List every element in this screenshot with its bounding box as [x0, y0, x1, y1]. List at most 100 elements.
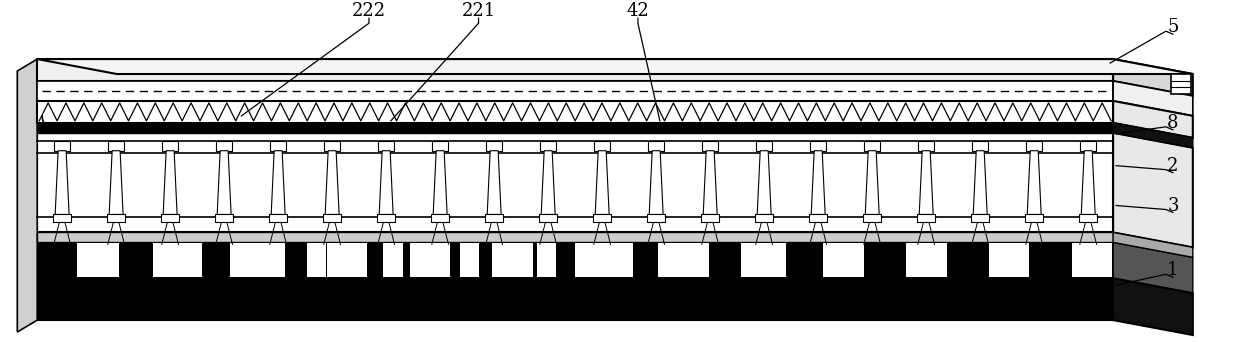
Bar — [383, 244, 403, 277]
Bar — [906, 244, 946, 277]
Bar — [593, 214, 611, 222]
Bar — [37, 278, 1114, 320]
Polygon shape — [758, 151, 771, 214]
Bar — [108, 141, 124, 151]
Bar — [919, 141, 934, 151]
Bar — [492, 244, 533, 277]
Polygon shape — [433, 151, 448, 214]
Polygon shape — [379, 151, 393, 214]
Bar — [701, 214, 719, 222]
Bar — [649, 141, 665, 151]
Bar — [409, 244, 450, 277]
Bar — [162, 141, 179, 151]
Bar — [1025, 214, 1043, 222]
Bar — [37, 133, 1114, 233]
Bar — [229, 244, 249, 277]
Bar — [1027, 141, 1042, 151]
Polygon shape — [1114, 133, 1193, 247]
Bar — [37, 242, 1114, 278]
Bar — [920, 244, 940, 277]
Bar — [810, 214, 827, 222]
Bar — [997, 244, 1017, 277]
Polygon shape — [272, 151, 285, 214]
Polygon shape — [1114, 101, 1193, 138]
Bar — [658, 244, 698, 277]
Bar — [843, 244, 863, 277]
Bar — [77, 244, 95, 277]
Text: 8: 8 — [1167, 114, 1179, 132]
Bar — [863, 214, 882, 222]
Polygon shape — [973, 151, 987, 214]
Bar — [972, 141, 988, 151]
Bar — [107, 214, 125, 222]
Polygon shape — [487, 151, 501, 214]
Bar — [539, 214, 557, 222]
Polygon shape — [650, 151, 663, 214]
Bar — [756, 141, 773, 151]
Bar — [485, 214, 503, 222]
Text: 1: 1 — [1167, 261, 1179, 279]
Bar — [161, 214, 179, 222]
Bar — [1079, 214, 1097, 222]
Polygon shape — [17, 59, 37, 332]
Bar — [541, 141, 556, 151]
Bar — [37, 59, 1114, 81]
Polygon shape — [1114, 59, 1193, 96]
Polygon shape — [37, 59, 1193, 74]
Bar — [55, 141, 71, 151]
Bar — [161, 244, 202, 277]
Bar — [918, 214, 935, 222]
Bar — [377, 214, 396, 222]
Bar — [766, 244, 786, 277]
Polygon shape — [1114, 242, 1193, 293]
Bar — [216, 214, 233, 222]
Polygon shape — [55, 151, 69, 214]
Bar — [486, 141, 502, 151]
Bar — [614, 244, 632, 277]
Bar — [433, 141, 448, 151]
Bar — [378, 141, 394, 151]
Polygon shape — [703, 151, 717, 214]
Text: 42: 42 — [626, 2, 650, 20]
Text: 221: 221 — [461, 2, 496, 20]
Polygon shape — [1114, 278, 1193, 335]
Bar — [324, 141, 340, 151]
Bar — [37, 233, 1114, 242]
Bar — [154, 244, 172, 277]
Text: 2: 2 — [1167, 157, 1178, 175]
Bar — [306, 244, 326, 277]
Polygon shape — [541, 151, 556, 214]
Polygon shape — [1114, 123, 1193, 148]
Bar — [1080, 141, 1096, 151]
Bar — [537, 244, 556, 277]
Bar — [971, 214, 990, 222]
Bar — [594, 141, 610, 151]
Bar — [270, 141, 286, 151]
Polygon shape — [919, 151, 934, 214]
Bar — [216, 141, 232, 151]
Text: 222: 222 — [352, 2, 386, 20]
Bar — [460, 244, 480, 277]
Polygon shape — [811, 151, 825, 214]
Bar — [37, 81, 1114, 101]
Bar — [1071, 244, 1112, 277]
Bar — [1074, 244, 1092, 277]
Bar — [432, 214, 449, 222]
Bar — [269, 214, 288, 222]
Polygon shape — [164, 151, 177, 214]
Polygon shape — [1081, 151, 1095, 214]
Bar — [244, 244, 284, 277]
Polygon shape — [109, 151, 123, 214]
Text: 5: 5 — [1167, 18, 1178, 36]
Bar — [37, 101, 1114, 123]
Polygon shape — [1027, 151, 1042, 214]
Polygon shape — [1114, 81, 1193, 116]
Polygon shape — [866, 151, 879, 214]
Bar — [53, 214, 71, 222]
Bar — [647, 214, 665, 222]
Bar — [37, 123, 1114, 133]
Bar — [810, 141, 826, 151]
Bar — [327, 244, 367, 277]
Bar — [823, 244, 864, 277]
Bar — [990, 244, 1029, 277]
